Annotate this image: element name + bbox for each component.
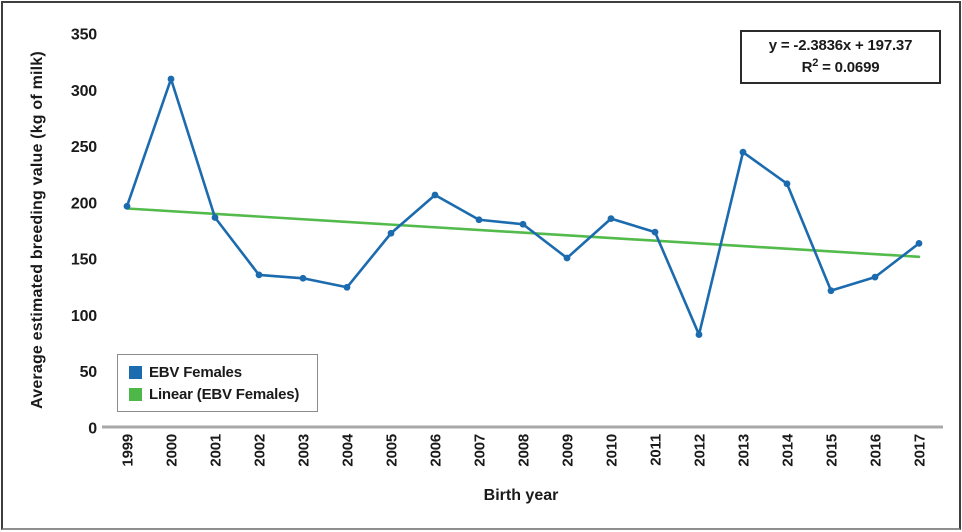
y-tick-label: 50: [80, 364, 98, 381]
x-tick-label: 2017: [912, 434, 929, 467]
x-tick-label: 2007: [472, 434, 489, 467]
legend-label-linear: Linear (EBV Females): [149, 385, 300, 403]
y-tick-label: 100: [71, 308, 97, 325]
data-point-2000: [167, 75, 175, 83]
x-tick-label: 2009: [560, 434, 577, 467]
equation-box: y = -2.3836x + 197.37 R2 = 0.0699: [740, 30, 941, 84]
data-point-2004: [343, 283, 351, 291]
x-tick-label: 2010: [604, 434, 621, 467]
x-tick-label: 2012: [692, 434, 709, 467]
legend: EBV Females Linear (EBV Females): [117, 354, 318, 412]
x-tick-label: 2000: [164, 434, 181, 467]
data-point-2013: [739, 148, 747, 156]
y-tick-label: 0: [88, 421, 97, 438]
trendline-equation: y = -2.3836x + 197.37: [768, 36, 913, 54]
y-tick-label: 350: [71, 27, 97, 44]
data-point-2006: [431, 191, 439, 199]
x-tick-label: 2015: [824, 434, 841, 467]
data-point-2016: [871, 273, 879, 281]
x-tick-label: 2006: [428, 434, 445, 467]
legend-item-linear: Linear (EBV Females): [129, 386, 317, 403]
data-point-2005: [387, 229, 395, 237]
legend-label-ebv-females: EBV Females: [149, 363, 242, 381]
y-tick-label: 300: [71, 83, 97, 100]
data-point-2008: [519, 220, 527, 228]
data-point-2001: [211, 214, 219, 221]
x-tick-label: 2011: [648, 434, 665, 466]
y-axis-title: Average estimated breeding value (kg of …: [29, 51, 46, 409]
data-point-2002: [255, 271, 263, 279]
y-tick-label: 250: [71, 139, 97, 156]
x-tick-label: 2001: [208, 434, 225, 467]
ebv-females-swatch-icon: [129, 365, 142, 379]
legend-item-ebv-females: EBV Females: [129, 364, 317, 381]
y-tick-label: 150: [71, 252, 97, 269]
x-tick-label: 2003: [296, 434, 313, 467]
x-tick-label: 2002: [252, 434, 269, 467]
x-tick-label: 2016: [868, 434, 885, 467]
data-point-1999: [123, 202, 131, 210]
data-point-2012: [695, 331, 703, 338]
data-point-2007: [475, 216, 483, 224]
trendline-linear-ebv-females: [125, 207, 921, 259]
y-tick-label: 200: [71, 195, 97, 212]
x-tick-label: 2013: [736, 434, 753, 467]
data-point-2011: [651, 228, 659, 236]
x-axis-title: Birth year: [483, 487, 559, 504]
data-point-2010: [607, 215, 615, 223]
r-squared-value: R2 = 0.0699: [801, 57, 880, 76]
data-point-2009: [563, 254, 571, 262]
x-tick-label: 2004: [340, 433, 357, 466]
data-point-2003: [299, 274, 307, 282]
data-point-2014: [783, 180, 791, 188]
ebv-females-line: [125, 77, 921, 336]
x-tick-label: 2008: [516, 434, 533, 467]
linear-trend-swatch-icon: [129, 387, 142, 401]
data-point-2017: [915, 239, 923, 247]
x-tick-label: 2014: [780, 433, 797, 466]
data-point-2015: [827, 287, 835, 295]
x-tick-label: 2005: [384, 434, 401, 467]
x-tick-label: 1999: [120, 434, 137, 467]
